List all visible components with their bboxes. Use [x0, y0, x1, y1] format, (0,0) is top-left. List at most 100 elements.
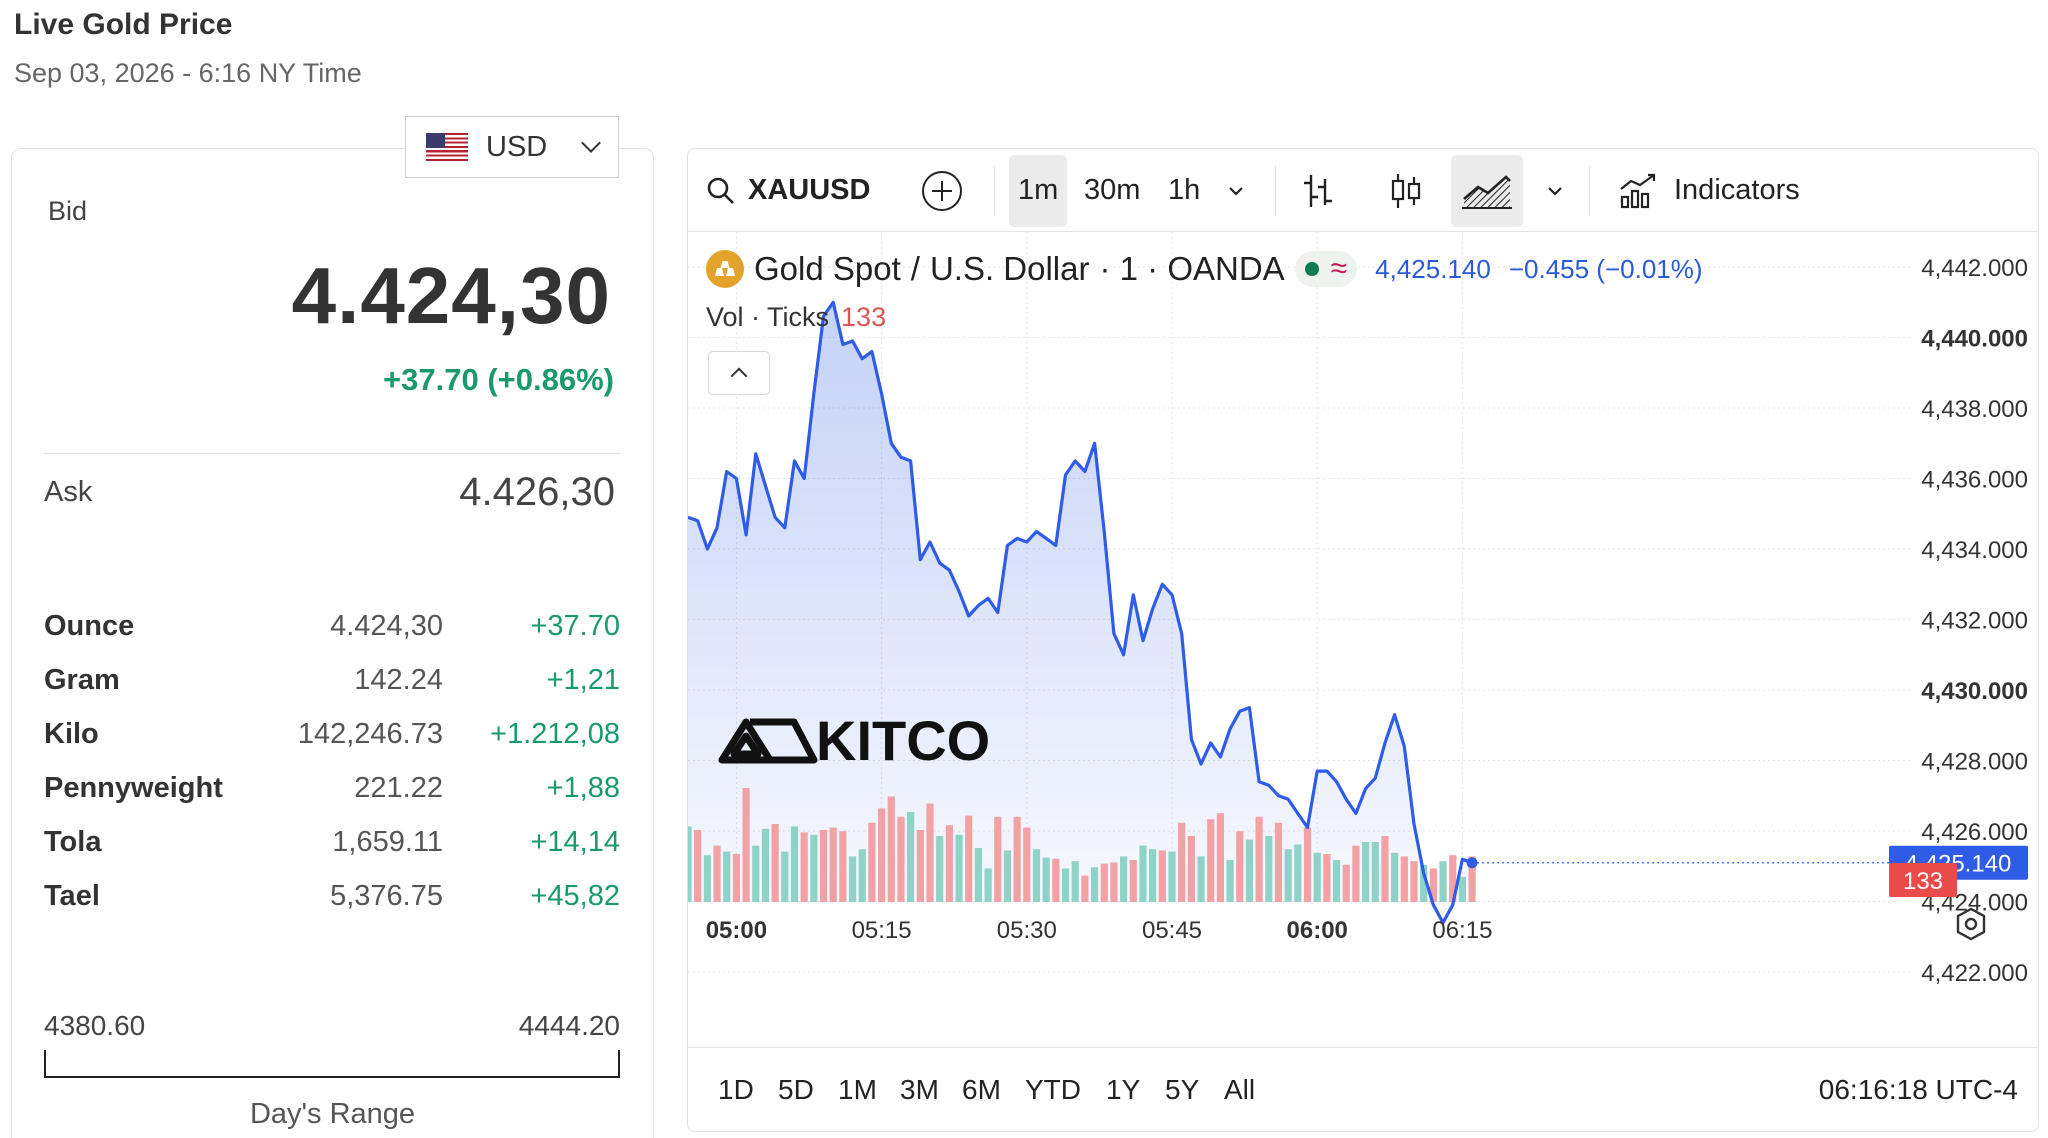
volume-bar — [1023, 827, 1031, 902]
volume-bar — [936, 836, 944, 902]
y-tick-label: 4,434.000 — [1921, 537, 2028, 564]
plus-circle-icon — [922, 170, 962, 211]
volume-bar — [887, 796, 895, 902]
range-5y[interactable]: 5Y — [1165, 1074, 1200, 1105]
volume-bar — [1429, 868, 1437, 902]
chart-clock[interactable]: 06:16:18 UTC-4 — [1818, 1074, 2018, 1105]
volume-bar — [994, 816, 1002, 902]
volume-bar — [1313, 852, 1321, 902]
y-tick-label: 4,442.000 — [1921, 255, 2028, 282]
volume-bar — [1342, 864, 1350, 902]
volume-bar — [1178, 822, 1186, 902]
x-tick-label: 06:00 — [1287, 917, 1348, 944]
volume-bar — [761, 828, 770, 902]
volume-bar — [1245, 839, 1254, 902]
volume-bar — [848, 856, 857, 902]
symbol-search[interactable]: XAUUSD — [706, 149, 870, 232]
volume-bar — [974, 848, 982, 902]
volume-bar — [858, 849, 866, 902]
interval-menu-button[interactable] — [1226, 149, 1246, 232]
interval-30m[interactable]: 30m — [1084, 174, 1141, 206]
volume-bar — [1061, 868, 1070, 902]
day-range-high: 4444.20 — [518, 1010, 620, 1041]
volume-bar — [1216, 813, 1224, 902]
range-1d[interactable]: 1D — [718, 1074, 754, 1105]
range-all[interactable]: All — [1224, 1074, 1256, 1105]
chart-toolbar: XAUUSD 1m 30m 1h Indicators — [688, 149, 2038, 232]
volume-bar — [1226, 860, 1234, 902]
area-chart-icon — [1462, 174, 1512, 209]
range-1y[interactable]: 1Y — [1106, 1074, 1141, 1105]
range-1m[interactable]: 1M — [838, 1074, 877, 1105]
volume-legend: Vol · Ticks 133 — [706, 302, 886, 333]
area-chart-type-button[interactable] — [1460, 149, 1514, 232]
range-bar: 1D 5D 1M 3M 6M YTD 1Y 5Y All 06:16:18 UT… — [688, 1047, 2038, 1131]
unit-change: +37.70 — [530, 610, 620, 642]
compare-button[interactable] — [921, 149, 963, 232]
unit-price: 142.24 — [354, 664, 443, 696]
unit-row-tola: Tola 1,659.11 +14,14 — [44, 826, 620, 874]
range-5d[interactable]: 5D — [778, 1074, 814, 1105]
unit-price: 142,246.73 — [297, 718, 443, 750]
chart-type-menu-button[interactable] — [1545, 149, 1565, 232]
y-tick-label: 4,426.000 — [1921, 819, 2028, 846]
chevron-down-icon — [581, 133, 601, 153]
currency-select[interactable]: USD — [405, 116, 619, 178]
x-tick-label: 05:00 — [706, 917, 767, 944]
interval-1h[interactable]: 1h — [1168, 174, 1201, 206]
bid-change: +37.70 (+0.86%) — [383, 362, 614, 397]
price-area — [688, 302, 1473, 923]
candle-chart-type-button[interactable] — [1388, 149, 1424, 232]
chart-widget: XAUUSD 1m 30m 1h Indicators — [687, 148, 2039, 1132]
range-6m[interactable]: 6M — [962, 1074, 1001, 1105]
bar-chart-type-button[interactable] — [1301, 149, 1335, 232]
price-chart[interactable]: KITCO 4,442.000 4,440.000 4,438.000 4,436.00… — [688, 232, 2039, 1047]
volume-bar — [878, 808, 886, 902]
legend-separator: / — [910, 250, 920, 287]
range-ytd[interactable]: YTD — [1025, 1074, 1081, 1105]
volume-bar — [1294, 844, 1302, 902]
market-status-pill[interactable]: ≈ — [1294, 251, 1358, 287]
volume-bar — [1090, 867, 1099, 902]
volume-bar — [839, 831, 847, 902]
price-line — [688, 300, 1473, 925]
volume-bar — [1410, 861, 1418, 902]
volume-bar — [916, 830, 924, 902]
gold-bars-icon — [706, 250, 744, 288]
volume-bar — [1381, 836, 1389, 902]
unit-row-tael: Tael 5,376.75 +45,82 — [44, 880, 620, 928]
indicators-button[interactable]: Indicators — [1618, 149, 1800, 232]
volume-bar — [1207, 819, 1215, 902]
ask-label: Ask — [44, 476, 93, 508]
x-tick-label: 05:15 — [852, 917, 912, 944]
volume-tag — [1889, 863, 1957, 897]
volume-bar — [732, 854, 740, 902]
volume-bar — [1400, 856, 1408, 902]
volume-bar — [810, 834, 818, 902]
volume-bar — [752, 845, 760, 902]
symbol-label: XAUUSD — [748, 174, 871, 206]
volume-bar — [1100, 863, 1108, 902]
range-3m[interactable]: 3M — [900, 1074, 939, 1105]
volume-bar — [1352, 845, 1360, 902]
volume-bar — [1449, 855, 1457, 902]
volume-bar — [1236, 831, 1244, 902]
volume-bar — [1168, 851, 1176, 902]
chevron-down-icon — [1229, 186, 1243, 196]
unit-price: 4.424,30 — [330, 610, 443, 642]
volume-bar — [1371, 842, 1379, 902]
volume-bar — [1129, 860, 1137, 902]
volume-label: Vol · Ticks — [706, 302, 830, 332]
bid-price: 4.424,30 — [291, 251, 611, 340]
chart-legend: Gold Spot / U.S. Dollar · 1 · OANDA ≈ 4,… — [706, 247, 1703, 291]
indicators-label: Indicators — [1674, 174, 1800, 206]
unit-name: Tola — [44, 826, 102, 858]
ask-price: 4.426,30 — [459, 470, 615, 514]
us-flag-icon — [426, 133, 468, 161]
collapse-legend-button[interactable] — [708, 351, 770, 395]
unit-row-ounce: Ounce 4.424,30 +37.70 — [44, 610, 620, 658]
interval-1m[interactable]: 1m — [1018, 174, 1059, 206]
currency-value: USD — [486, 130, 548, 163]
unit-price: 1,659.11 — [332, 826, 443, 858]
volume-bar — [1284, 849, 1292, 902]
